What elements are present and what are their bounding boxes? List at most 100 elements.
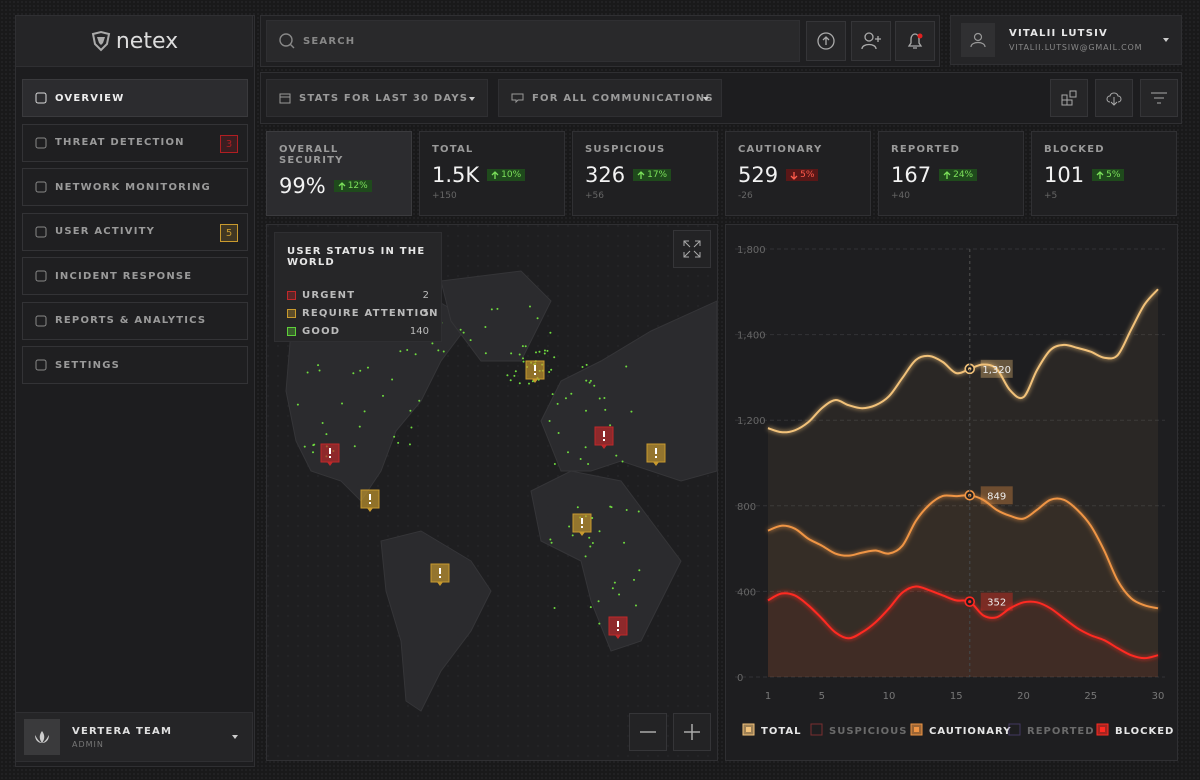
stat-card[interactable]: REPORTED 167 24% +40 (878, 131, 1024, 216)
map-dot (418, 399, 421, 402)
marker-tail (579, 532, 585, 536)
marker-bang (369, 494, 371, 500)
marker-tail (327, 462, 333, 466)
legend-swatch (287, 309, 296, 318)
marker-tail (532, 379, 538, 383)
team[interactable]: VERTERA TEAM ADMIN (15, 712, 253, 762)
change-arrow (1096, 170, 1104, 179)
communication-filter[interactable]: FOR ALL COMMUNICATIONS (498, 79, 722, 117)
map-dot (518, 353, 521, 356)
download-button[interactable] (1095, 79, 1133, 117)
map-panel: USER STATUS IN THE WORLD URGENT 2 REQUIRE … (266, 224, 718, 761)
stat-change-value: 12% (347, 181, 368, 191)
nav-item[interactable]: SETTINGS (22, 346, 248, 384)
nav-item[interactable]: NETWORK MONITORING (22, 168, 248, 206)
map-dot (548, 420, 551, 423)
marker-bang (655, 448, 657, 454)
stat-value-row: 326 17% (585, 163, 705, 187)
marker-bang (439, 568, 441, 574)
legend-count: 140 (409, 326, 429, 337)
change-arrow-path (637, 170, 645, 179)
stat-change: 17% (633, 169, 672, 181)
map-dot (366, 366, 369, 369)
nav-label: USER ACTIVITY (55, 226, 156, 237)
zoom-out-button[interactable] (629, 713, 667, 751)
map-dot (589, 606, 592, 609)
map-dot (589, 545, 592, 548)
map-dot (312, 451, 315, 454)
user[interactable]: VITALII LUTSIV VITALII.LUTSIW@GMAIL.COM (950, 15, 1182, 65)
map-marker (525, 360, 545, 383)
stat-value: 167 (891, 163, 932, 187)
zoom-in-button[interactable] (673, 713, 711, 751)
map-dot (579, 458, 582, 461)
notifications-button[interactable] (895, 21, 935, 61)
nav-icon (35, 270, 47, 282)
stat-value: 1.5K (432, 163, 480, 187)
map-dot (397, 441, 400, 444)
map-dot (625, 365, 628, 368)
nav-icon (35, 181, 47, 193)
stat-card[interactable]: OVERALL SECURITY 99% 12% (266, 131, 412, 216)
date-filter[interactable]: STATS FOR LAST 30 DAYS (266, 79, 488, 117)
stat-card[interactable]: SUSPICIOUS 326 17% +56 (572, 131, 718, 216)
marker-dot (581, 526, 583, 528)
fullscreen-button[interactable] (673, 230, 711, 268)
map-dot (528, 382, 531, 385)
map-dot (553, 607, 556, 610)
stat-card[interactable]: TOTAL 1.5K 10% +150 (419, 131, 565, 216)
map-dot (571, 534, 574, 537)
change-arrow (338, 181, 346, 190)
layout-button[interactable] (1050, 79, 1088, 117)
map-marker (430, 563, 450, 586)
upload-button[interactable] (806, 21, 846, 61)
nav-item[interactable]: INCIDENT RESPONSE (22, 257, 248, 295)
nav-item[interactable]: REPORTS & ANALYTICS (22, 301, 248, 340)
nav-icon-shape (35, 137, 47, 148)
map-marker (646, 443, 666, 466)
map-dot (528, 305, 531, 308)
nav-item[interactable]: THREAT DETECTION 3 (22, 123, 248, 162)
filter-button[interactable] (1140, 79, 1178, 117)
stat-card[interactable]: BLOCKED 101 5% +5 (1031, 131, 1177, 216)
map-dot (557, 431, 560, 434)
change-arrow (637, 170, 645, 179)
map-dot (553, 356, 556, 359)
map-dot (556, 402, 559, 405)
map-dot (536, 317, 539, 320)
nav-item[interactable]: USER ACTIVITY 5 (22, 212, 248, 251)
stat-label: BLOCKED (1044, 144, 1105, 155)
stat-sub: +150 (432, 191, 457, 201)
nav-label: INCIDENT RESPONSE (55, 270, 193, 282)
user-name: VITALII LUTSIV (1009, 28, 1108, 39)
map-dot (546, 349, 549, 352)
logo[interactable]: netex (15, 15, 253, 67)
brand: netex (115, 28, 179, 54)
stat-change: 24% (939, 169, 978, 181)
nav-badge: 5 (220, 223, 238, 242)
stat-label: SUSPICIOUS (585, 144, 666, 155)
map-dot (381, 394, 384, 397)
map-dot (597, 600, 600, 603)
nav-icon (35, 315, 47, 326)
nav-item[interactable]: OVERVIEW (22, 79, 248, 117)
marker-tail (653, 462, 659, 466)
map-dot (591, 542, 594, 545)
stat-value-row: 167 24% (891, 163, 1011, 187)
stat-change: 5% (786, 169, 819, 181)
add-user-button[interactable] (851, 21, 891, 61)
stat-card[interactable]: CAUTIONARY 529 5% -26 (725, 131, 871, 216)
marker-dot (534, 373, 536, 375)
map-dot (593, 384, 596, 387)
stat-value-row: 99% 12% (279, 174, 399, 198)
change-arrow-path (491, 170, 499, 179)
marker-tail (367, 508, 373, 512)
search[interactable]: SEARCH (266, 20, 800, 62)
map-dot (553, 462, 556, 465)
map-dot (490, 308, 493, 311)
legend-swatch (287, 327, 296, 336)
stat-value-row: 101 5% (1044, 163, 1164, 187)
map-dot (484, 352, 487, 355)
map-dot (549, 331, 552, 334)
